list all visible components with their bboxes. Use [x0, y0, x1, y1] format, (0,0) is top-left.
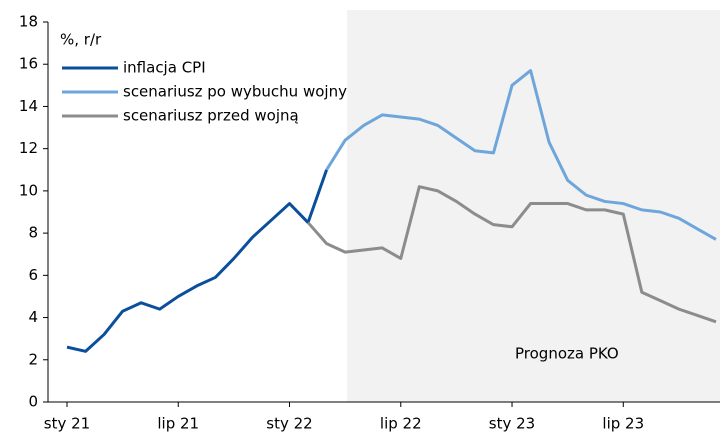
y-tick-label: 2 — [28, 350, 38, 368]
x-tick-label: sty 21 — [44, 415, 90, 433]
x-tick-label: sty 22 — [266, 415, 312, 433]
series-line — [325, 69, 717, 241]
y-tick-label: 12 — [19, 139, 38, 157]
y-tick-label: 14 — [19, 97, 38, 115]
legend-label: inflacja CPI — [123, 59, 206, 77]
x-tick-label: sty 23 — [489, 415, 535, 433]
y-tick-label: 4 — [28, 308, 38, 326]
y-axis-label: %, r/r — [60, 31, 102, 49]
series-line — [306, 185, 717, 324]
legend-label: scenariusz po wybuchu wojny — [123, 83, 347, 101]
forecast-area — [347, 10, 720, 402]
x-tick-label: lip 21 — [157, 415, 199, 433]
y-tick-label: 6 — [28, 266, 38, 284]
legend-label: scenariusz przed wojną — [123, 107, 299, 125]
y-tick-label: 8 — [28, 224, 38, 242]
y-tick-label: 10 — [19, 181, 38, 199]
x-tick-label: lip 23 — [602, 415, 644, 433]
annotation: Prognoza PKO — [515, 345, 619, 363]
y-tick-label: 18 — [19, 13, 38, 31]
series-line — [66, 169, 329, 353]
y-tick-label: 0 — [28, 393, 38, 411]
y-tick-label: 16 — [19, 55, 38, 73]
x-tick-label: lip 22 — [380, 415, 422, 433]
